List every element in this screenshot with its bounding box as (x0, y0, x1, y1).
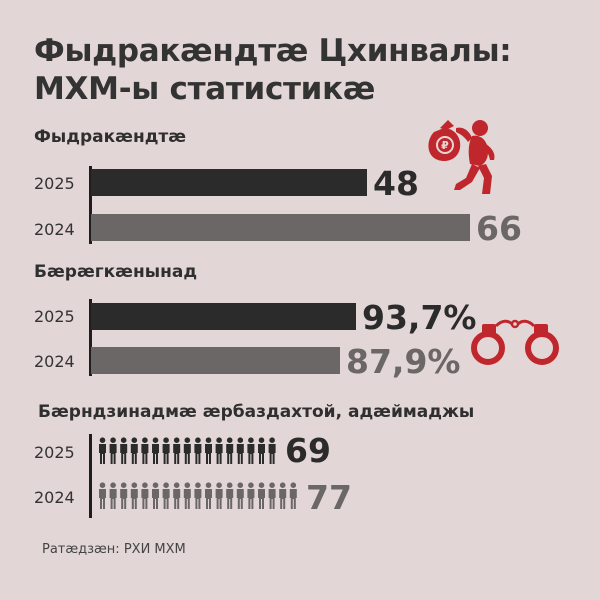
crimes-year-2024: 2024 (34, 220, 75, 239)
person-icon (226, 437, 234, 464)
svg-text:₽: ₽ (441, 139, 449, 152)
person-icon (215, 437, 223, 464)
person-icon (268, 482, 276, 509)
person-icon (194, 482, 202, 509)
handcuffs-icon (470, 312, 562, 376)
crimes-bar-2024 (91, 214, 470, 241)
person-icon (109, 437, 117, 464)
person-icon (120, 437, 128, 464)
person-icon (258, 437, 265, 464)
person-icon (120, 482, 128, 509)
persons-year-2024: 2024 (34, 488, 75, 507)
person-icon (141, 482, 149, 509)
crimes-value-2025: 48 (373, 164, 419, 203)
person-icon (247, 437, 255, 464)
person-icon (279, 482, 287, 509)
detection-axis (89, 299, 92, 376)
person-icon (205, 437, 212, 464)
thief-icon: ₽ (426, 114, 506, 204)
person-icon (162, 482, 170, 509)
person-icon (215, 482, 223, 509)
detection-year-2024: 2024 (34, 352, 75, 371)
person-icon (173, 437, 181, 464)
person-icon (173, 482, 181, 509)
persons-value-2024: 77 (306, 478, 352, 517)
crimes-year-2025: 2025 (34, 174, 75, 193)
person-icon (152, 482, 159, 509)
person-icon (268, 437, 276, 464)
persons-year-2025: 2025 (34, 443, 75, 462)
source-note: Ратæдзæн: РХИ МХМ (42, 542, 186, 557)
title-line-1: Фыдракæндтæ Цхинвалы: (34, 33, 512, 69)
detection-label: Бæрæгкæнынад (34, 262, 198, 282)
persons-label: Бæрндзинадмæ æрбаздахтой, адæймаджы (38, 402, 475, 422)
person-icon (141, 437, 149, 464)
person-icon (130, 482, 138, 509)
persons-pictogram-2024 (98, 482, 300, 510)
detection-bar-2024 (91, 347, 340, 374)
title-line-2: МХМ-ы статистикæ (34, 71, 376, 107)
person-icon (226, 482, 234, 509)
person-icon (162, 437, 170, 464)
detection-value-2024: 87,9% (346, 342, 461, 381)
person-icon (258, 482, 265, 509)
detection-value-2025: 93,7% (362, 298, 477, 337)
person-icon (205, 482, 212, 509)
crimes-axis (89, 166, 92, 244)
crimes-value-2024: 66 (476, 209, 522, 248)
person-icon (194, 437, 202, 464)
page-title: Фыдракæндтæ Цхинвалы: МХМ-ы статистикæ (34, 32, 512, 108)
person-icon (152, 437, 159, 464)
person-icon (130, 437, 138, 464)
person-icon (236, 437, 244, 464)
person-icon (99, 437, 106, 464)
persons-pictogram-2025 (98, 437, 279, 465)
person-icon (183, 437, 191, 464)
person-icon (109, 482, 117, 509)
person-icon (247, 482, 255, 509)
detection-bar-2025 (91, 303, 356, 330)
persons-axis (89, 434, 92, 518)
person-icon (236, 482, 244, 509)
person-icon (183, 482, 191, 509)
person-icon (99, 482, 106, 509)
person-icon (289, 482, 297, 509)
crimes-bar-2025 (91, 169, 367, 196)
crimes-label: Фыдракæндтæ (34, 127, 187, 147)
persons-value-2025: 69 (285, 431, 331, 470)
detection-year-2025: 2025 (34, 307, 75, 326)
